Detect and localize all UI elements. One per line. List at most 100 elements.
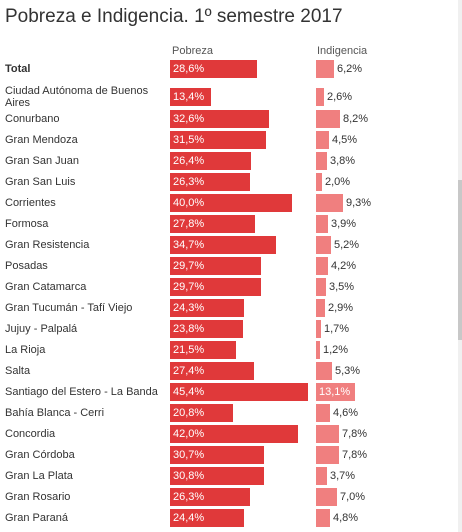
category-label: Conurbano [5,113,60,125]
indigencia-bar[interactable] [316,60,334,78]
pobreza-bar[interactable] [170,320,243,338]
pobreza-bar[interactable] [170,110,269,128]
indigencia-bar[interactable] [316,488,337,506]
vertical-scrollbar[interactable] [458,0,462,532]
indigencia-bar[interactable] [316,152,327,170]
pobreza-bar[interactable] [170,383,308,401]
indigencia-bar[interactable] [316,131,329,149]
pobreza-bar[interactable] [170,131,266,149]
table-row: Corrientes 40,0% 9,3% [0,194,462,212]
table-row: Posadas 29,7% 4,2% [0,257,462,275]
table-row: Gran Resistencia 34,7% 5,2% [0,236,462,254]
category-label: La Rioja [5,344,46,356]
table-row: Gran Paraná 24,4% 4,8% [0,509,462,527]
indigencia-bar[interactable] [316,236,331,254]
indigencia-bar[interactable] [316,362,332,380]
pobreza-bar[interactable] [170,299,244,317]
pobreza-bar[interactable] [170,60,257,78]
indigencia-bar[interactable] [316,88,324,106]
table-row: Ciudad Autónoma de Buenos Aires 13,4% 2,6% [0,85,462,109]
pobreza-bar[interactable] [170,215,255,233]
pobreza-bar[interactable] [170,488,250,506]
pobreza-bar[interactable] [170,362,254,380]
indigencia-bar[interactable] [316,383,355,401]
table-row: Gran San Juan 26,4% 3,8% [0,152,462,170]
pobreza-bar[interactable] [170,467,264,485]
indigencia-bar[interactable] [316,467,327,485]
indigencia-bar[interactable] [316,194,343,212]
indigencia-value-label: 4,5% [332,134,358,146]
indigencia-bar[interactable] [316,215,328,233]
pobreza-bar[interactable] [170,341,236,359]
pobreza-bar[interactable] [170,236,276,254]
table-row: Conurbano 32,6% 8,2% [0,110,462,128]
indigencia-bar[interactable] [316,404,330,422]
table-row: Total 28,6% 6,2% [0,60,462,78]
column-header-indigencia: Indigencia [317,45,368,57]
pobreza-value-label: 26,3% [173,491,205,503]
indigencia-value-label: 4,6% [333,407,359,419]
table-row: Formosa 27,8% 3,9% [0,215,462,233]
category-label: Gran San Juan [5,155,79,167]
indigencia-bar[interactable] [316,446,339,464]
column-header-pobreza: Pobreza [172,45,213,57]
pobreza-value-label: 21,5% [173,344,205,356]
indigencia-value-label: 3,5% [329,281,355,293]
pobreza-bar[interactable] [170,88,211,106]
pobreza-value-label: 45,4% [173,386,205,398]
indigencia-bar[interactable] [316,425,339,443]
indigencia-value-label: 5,2% [334,239,360,251]
table-row: Gran La Plata 30,8% 3,7% [0,467,462,485]
indigencia-value-label: 5,3% [335,365,361,377]
table-row: Bahía Blanca - Cerri 20,8% 4,6% [0,404,462,422]
category-label: Salta [5,365,31,377]
category-label: Corrientes [5,197,56,209]
indigencia-value-label: 9,3% [346,197,372,209]
indigencia-value-label: 13,1% [319,386,351,398]
indigencia-bar[interactable] [316,299,325,317]
indigencia-bar[interactable] [316,341,320,359]
indigencia-bar[interactable] [316,110,340,128]
indigencia-value-label: 7,8% [342,449,368,461]
pobreza-bar[interactable] [170,173,250,191]
pobreza-value-label: 24,3% [173,302,205,314]
pobreza-value-label: 34,7% [173,239,205,251]
table-row: Santiago del Estero - La Banda 45,4% 13,1% [0,383,462,401]
pobreza-bar[interactable] [170,425,298,443]
table-row: Concordia 42,0% 7,8% [0,425,462,443]
pobreza-value-label: 28,6% [173,63,205,75]
indigencia-value-label: 4,2% [331,260,357,272]
indigencia-value-label: 4,8% [333,512,359,524]
category-label: Bahía Blanca - Cerri [5,407,105,419]
indigencia-bar[interactable] [316,320,321,338]
category-label: Gran San Luis [5,176,76,188]
chart-title: Pobreza e Indigencia. 1º semestre 2017 [5,6,343,27]
indigencia-bar[interactable] [316,509,330,527]
pobreza-bar[interactable] [170,404,233,422]
pobreza-value-label: 23,8% [173,323,205,335]
indigencia-value-label: 3,9% [331,218,357,230]
table-row: Jujuy - Palpalá 23,8% 1,7% [0,320,462,338]
pobreza-bar[interactable] [170,509,244,527]
indigencia-value-label: 2,0% [325,176,351,188]
indigencia-bar[interactable] [316,173,322,191]
category-label: Concordia [5,428,56,440]
pobreza-value-label: 24,4% [173,512,205,524]
table-row: Gran Córdoba 30,7% 7,8% [0,446,462,464]
pobreza-value-label: 30,7% [173,449,205,461]
pobreza-value-label: 40,0% [173,197,205,209]
pobreza-bar[interactable] [170,257,261,275]
category-label: Gran Paraná [5,512,68,524]
indigencia-value-label: 1,2% [323,344,349,356]
pobreza-value-label: 26,4% [173,155,205,167]
table-row: La Rioja 21,5% 1,2% [0,341,462,359]
scrollbar-thumb[interactable] [458,180,462,340]
pobreza-bar[interactable] [170,278,261,296]
pobreza-value-label: 42,0% [173,428,205,440]
indigencia-bar[interactable] [316,257,328,275]
indigencia-bar[interactable] [316,278,326,296]
indigencia-value-label: 2,6% [327,91,353,103]
pobreza-bar[interactable] [170,446,264,464]
pobreza-bar[interactable] [170,194,292,212]
pobreza-bar[interactable] [170,152,251,170]
